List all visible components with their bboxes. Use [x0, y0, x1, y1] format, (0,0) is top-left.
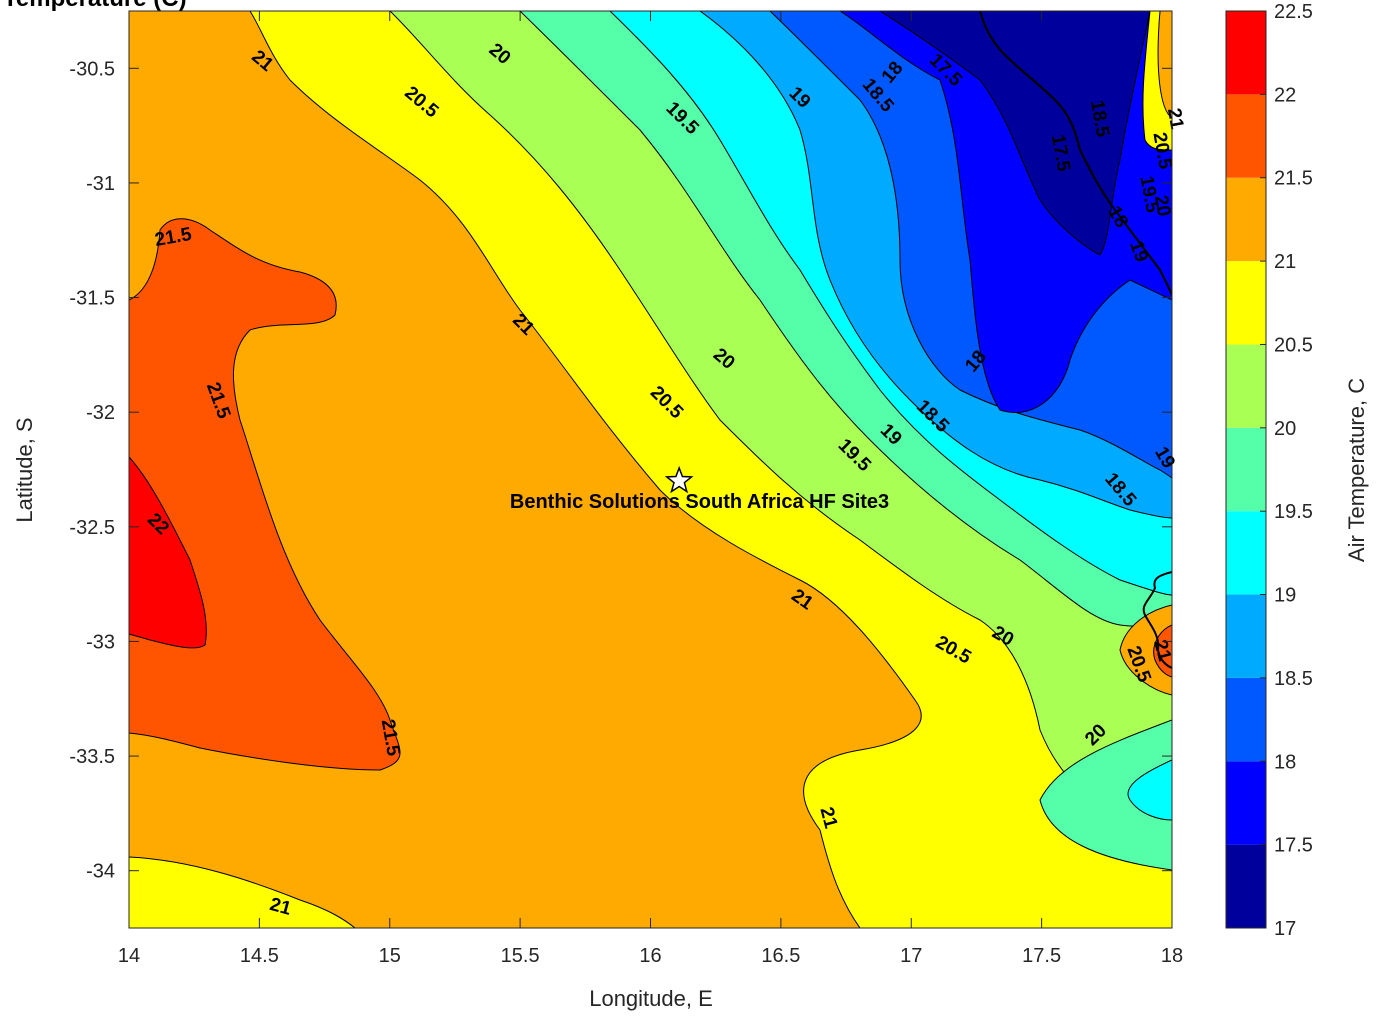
band-warm-se — [1119, 604, 1172, 696]
x-tick-label: 15.5 — [501, 945, 540, 967]
colorbar-swatch — [1226, 344, 1266, 428]
colorbar-tick-label: 21 — [1274, 251, 1296, 273]
colorbar-tick-label: 20.5 — [1274, 334, 1313, 356]
colorbar-swatch — [1226, 177, 1266, 262]
colorbar-swatch — [1226, 677, 1266, 762]
band-yellow-ne — [1142, 11, 1172, 151]
y-tick-label: -31.5 — [69, 288, 115, 310]
x-tick-label: 14 — [118, 945, 140, 967]
coastline-south — [1142, 571, 1172, 669]
colorbar-tick-label: 19.5 — [1274, 501, 1313, 523]
colorbar-tick-label: 17.5 — [1274, 835, 1313, 857]
y-axis-ticks: -30.5 -31 -31.5 -32 -32.5 -33 -33.5 -34 — [69, 58, 1172, 883]
colorbar-swatch — [1226, 261, 1266, 345]
colorbar-tick-label: 20 — [1274, 418, 1296, 440]
band-17 — [879, 11, 1151, 256]
site-star-icon — [664, 465, 694, 494]
colorbar-swatch — [1226, 94, 1266, 178]
x-tick-label: 18 — [1161, 945, 1183, 967]
colorbar-swatch — [1226, 844, 1266, 928]
x-tick-label: 14.5 — [240, 945, 279, 967]
chart-title: Temperature (C) — [3, 0, 187, 12]
contour-label: 21 — [1163, 106, 1187, 131]
colorbar-tick-label: 19 — [1274, 585, 1296, 607]
coastline-north — [978, 11, 1172, 296]
y-axis-label: Latitude, S — [12, 417, 37, 522]
y-tick-label: -32 — [86, 402, 115, 424]
x-axis-ticks: 14 14.5 15 15.5 16 16.5 17 17.5 18 — [118, 11, 1183, 967]
colorbar-tick-label: 22 — [1274, 84, 1296, 106]
x-tick-label: 16 — [639, 945, 661, 967]
y-tick-label: -30.5 — [69, 58, 115, 80]
plot-area — [129, 11, 1172, 928]
colorbar-swatch — [1226, 11, 1266, 95]
x-tick-label: 17 — [900, 945, 922, 967]
band-22 — [129, 456, 207, 649]
colorbar-frame — [1225, 10, 1267, 929]
colorbar-tick-label: 18.5 — [1274, 668, 1313, 690]
band-hot-se — [1153, 624, 1172, 678]
x-tick-label: 15 — [379, 945, 401, 967]
y-tick-label: -33 — [86, 631, 115, 653]
contour-label: 20 — [1150, 194, 1174, 218]
x-tick-label: 17.5 — [1022, 945, 1061, 967]
band-19-se — [1127, 759, 1172, 821]
site-label: Benthic Solutions South Africa HF Site3 — [510, 491, 889, 513]
colorbar-label: Air Temperature, C — [1344, 378, 1369, 562]
y-tick-label: -31 — [86, 173, 115, 195]
colorbar: 17 17.5 18 18.5 19 19.5 20 20.5 21 21.5 22 22.5 — [1225, 1, 1313, 940]
colorbar-swatch — [1226, 761, 1266, 845]
colorbar-swatch — [1226, 594, 1266, 678]
colorbar-tick-label: 17 — [1274, 918, 1296, 940]
colorbar-tick-label: 18 — [1274, 751, 1296, 773]
colorbar-tick-label: 22.5 — [1274, 1, 1313, 23]
colorbar-swatch — [1226, 427, 1266, 512]
band-19-5-se — [1039, 719, 1172, 871]
y-tick-label: -33.5 — [69, 746, 115, 768]
site-marker: Benthic Solutions South Africa HF Site3 — [510, 465, 889, 513]
y-tick-label: -32.5 — [69, 517, 115, 539]
colorbar-swatch — [1226, 511, 1266, 595]
x-tick-label: 16.5 — [761, 945, 800, 967]
x-axis-label: Longitude, E — [589, 986, 713, 1011]
band-20-5-sw — [129, 856, 356, 928]
colorbar-tick-label: 21.5 — [1274, 168, 1313, 190]
y-tick-label: -34 — [86, 861, 115, 883]
